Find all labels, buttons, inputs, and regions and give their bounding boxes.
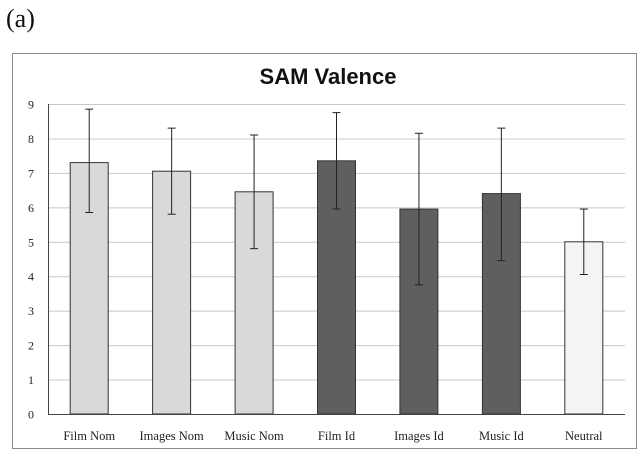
x-tick-label: Neutral xyxy=(565,429,603,443)
y-tick-label: 0 xyxy=(28,408,34,422)
x-tick-label: Music Id xyxy=(479,429,525,443)
chart-title: SAM Valence xyxy=(260,64,397,89)
y-tick-label: 4 xyxy=(28,270,34,284)
y-tick-label: 5 xyxy=(28,235,34,249)
x-tick-label: Music Nom xyxy=(224,429,284,443)
x-tick-label: Images Nom xyxy=(140,429,204,443)
y-tick-label: 2 xyxy=(28,339,34,353)
x-tick-label: Film Id xyxy=(318,429,356,443)
panel-label: (a) xyxy=(6,4,35,33)
x-tick-label: Film Nom xyxy=(63,429,115,443)
y-tick-label: 1 xyxy=(28,373,34,387)
y-tick-label: 9 xyxy=(28,98,34,112)
y-tick-label: 7 xyxy=(28,166,34,180)
y-tick-label: 6 xyxy=(28,201,34,215)
y-tick-label: 3 xyxy=(28,304,34,318)
x-tick-label: Images Id xyxy=(394,429,444,443)
y-tick-label: 8 xyxy=(28,132,34,146)
